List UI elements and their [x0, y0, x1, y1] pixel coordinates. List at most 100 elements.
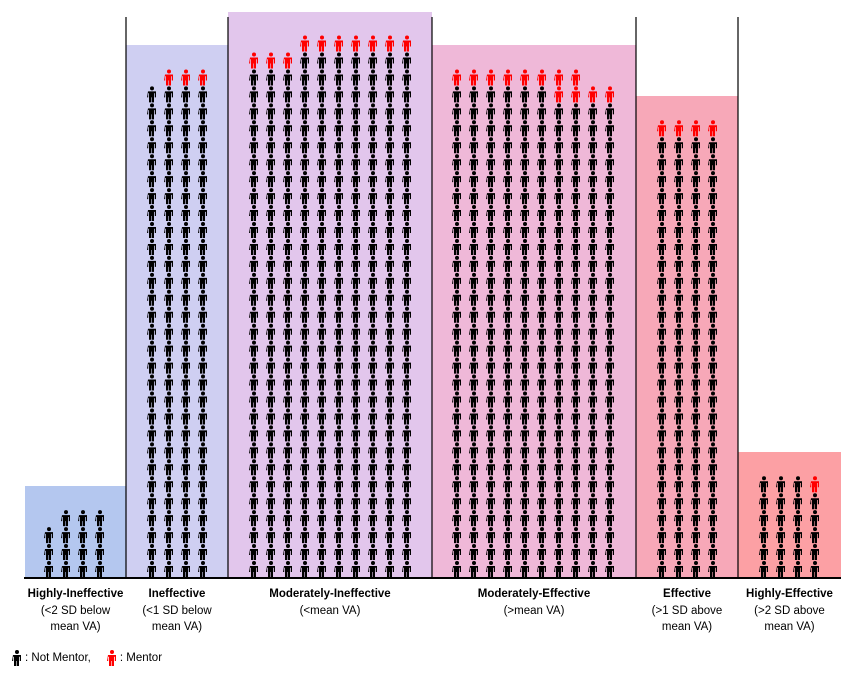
not-mentor-person-icon	[181, 306, 190, 323]
not-mentor-person-icon	[674, 171, 683, 188]
not-mentor-person-icon	[401, 52, 411, 69]
not-mentor-person-icon	[401, 137, 411, 154]
not-mentor-person-icon	[282, 137, 292, 154]
not-mentor-person-icon	[282, 459, 292, 476]
not-mentor-person-icon	[502, 357, 512, 374]
not-mentor-person-icon	[485, 374, 495, 391]
not-mentor-person-icon	[793, 544, 802, 561]
not-mentor-person-icon	[520, 561, 529, 577]
not-mentor-person-icon	[164, 510, 173, 527]
not-mentor-person-icon	[451, 442, 461, 459]
not-mentor-person-icon	[451, 459, 461, 476]
not-mentor-person-icon	[759, 493, 768, 510]
not-mentor-person-icon	[299, 425, 309, 442]
not-mentor-person-icon	[350, 222, 360, 238]
not-mentor-person-icon	[674, 425, 683, 442]
not-mentor-person-icon	[451, 154, 461, 171]
not-mentor-person-icon	[316, 527, 326, 544]
mentor-person-icon	[198, 69, 207, 86]
mentor-person-icon	[657, 120, 666, 137]
not-mentor-person-icon	[198, 120, 207, 137]
not-mentor-person-icon	[333, 493, 343, 510]
not-mentor-person-icon	[451, 527, 461, 544]
not-mentor-person-icon	[451, 391, 461, 408]
not-mentor-person-icon	[248, 255, 258, 272]
not-mentor-person-icon	[367, 544, 377, 561]
not-mentor-person-icon	[502, 289, 512, 306]
not-mentor-person-icon	[181, 272, 190, 289]
mentor-person-icon	[350, 35, 360, 52]
not-mentor-person-icon	[674, 137, 683, 154]
not-mentor-person-icon	[588, 255, 597, 272]
not-mentor-person-icon	[248, 323, 258, 340]
not-mentor-person-icon	[198, 425, 207, 442]
not-mentor-person-icon	[164, 120, 173, 137]
not-mentor-person-icon	[520, 510, 529, 527]
not-mentor-person-icon	[384, 442, 394, 459]
category-label: Highly-Ineffective (<2 SD below mean VA)	[25, 586, 126, 636]
not-mentor-person-icon	[554, 120, 563, 137]
not-mentor-person-icon	[401, 510, 411, 527]
not-mentor-person-icon	[164, 188, 173, 205]
not-mentor-person-icon	[502, 272, 512, 289]
not-mentor-person-icon	[554, 205, 563, 222]
not-mentor-person-icon	[571, 510, 580, 527]
not-mentor-person-icon	[181, 510, 190, 527]
not-mentor-person-icon	[468, 544, 478, 561]
not-mentor-person-icon	[316, 493, 326, 510]
mentor-person-icon	[554, 86, 563, 103]
category-name: Effective	[663, 588, 711, 600]
not-mentor-person-icon	[198, 306, 207, 323]
not-mentor-person-icon	[164, 103, 173, 120]
not-mentor-person-icon	[451, 120, 461, 137]
not-mentor-person-icon	[657, 238, 666, 255]
not-mentor-person-icon	[333, 188, 343, 205]
not-mentor-person-icon	[468, 340, 478, 357]
not-mentor-person-icon	[605, 357, 614, 374]
not-mentor-person-icon	[147, 561, 156, 577]
not-mentor-person-icon	[282, 357, 292, 374]
not-mentor-person-icon	[691, 527, 700, 544]
not-mentor-person-icon	[265, 357, 275, 374]
not-mentor-person-icon	[198, 357, 207, 374]
not-mentor-person-icon	[502, 255, 512, 272]
not-mentor-person-icon	[554, 289, 563, 306]
not-mentor-person-icon	[164, 476, 173, 493]
not-mentor-person-icon	[708, 374, 717, 391]
not-mentor-person-icon	[776, 493, 785, 510]
not-mentor-person-icon	[605, 289, 614, 306]
not-mentor-person-icon	[147, 442, 156, 459]
not-mentor-person-icon	[451, 255, 461, 272]
not-mentor-person-icon	[605, 561, 614, 577]
not-mentor-person-icon	[657, 272, 666, 289]
not-mentor-person-icon	[537, 425, 546, 442]
not-mentor-person-icon	[316, 442, 326, 459]
not-mentor-person-icon	[181, 442, 190, 459]
not-mentor-person-icon	[554, 391, 563, 408]
not-mentor-person-icon	[367, 205, 377, 222]
not-mentor-person-icon	[537, 561, 546, 577]
not-mentor-person-icon	[164, 408, 173, 425]
not-mentor-person-icon	[451, 205, 461, 222]
mentor-person-icon	[520, 69, 529, 86]
not-mentor-person-icon	[537, 222, 546, 238]
not-mentor-person-icon	[384, 561, 394, 577]
not-mentor-person-icon	[44, 561, 53, 577]
not-mentor-person-icon	[468, 222, 478, 238]
not-mentor-person-icon	[502, 527, 512, 544]
not-mentor-person-icon	[384, 306, 394, 323]
mentor-person-icon	[401, 35, 411, 52]
not-mentor-person-icon	[657, 357, 666, 374]
not-mentor-person-icon	[164, 527, 173, 544]
not-mentor-person-icon	[401, 69, 411, 86]
not-mentor-person-icon	[554, 561, 563, 577]
not-mentor-person-icon	[571, 374, 580, 391]
mentor-person-icon	[605, 86, 614, 103]
not-mentor-person-icon	[708, 272, 717, 289]
not-mentor-person-icon	[147, 238, 156, 255]
not-mentor-person-icon	[299, 561, 309, 577]
not-mentor-person-icon	[299, 272, 309, 289]
not-mentor-person-icon	[468, 188, 478, 205]
not-mentor-person-icon	[265, 510, 275, 527]
not-mentor-person-icon	[485, 391, 495, 408]
